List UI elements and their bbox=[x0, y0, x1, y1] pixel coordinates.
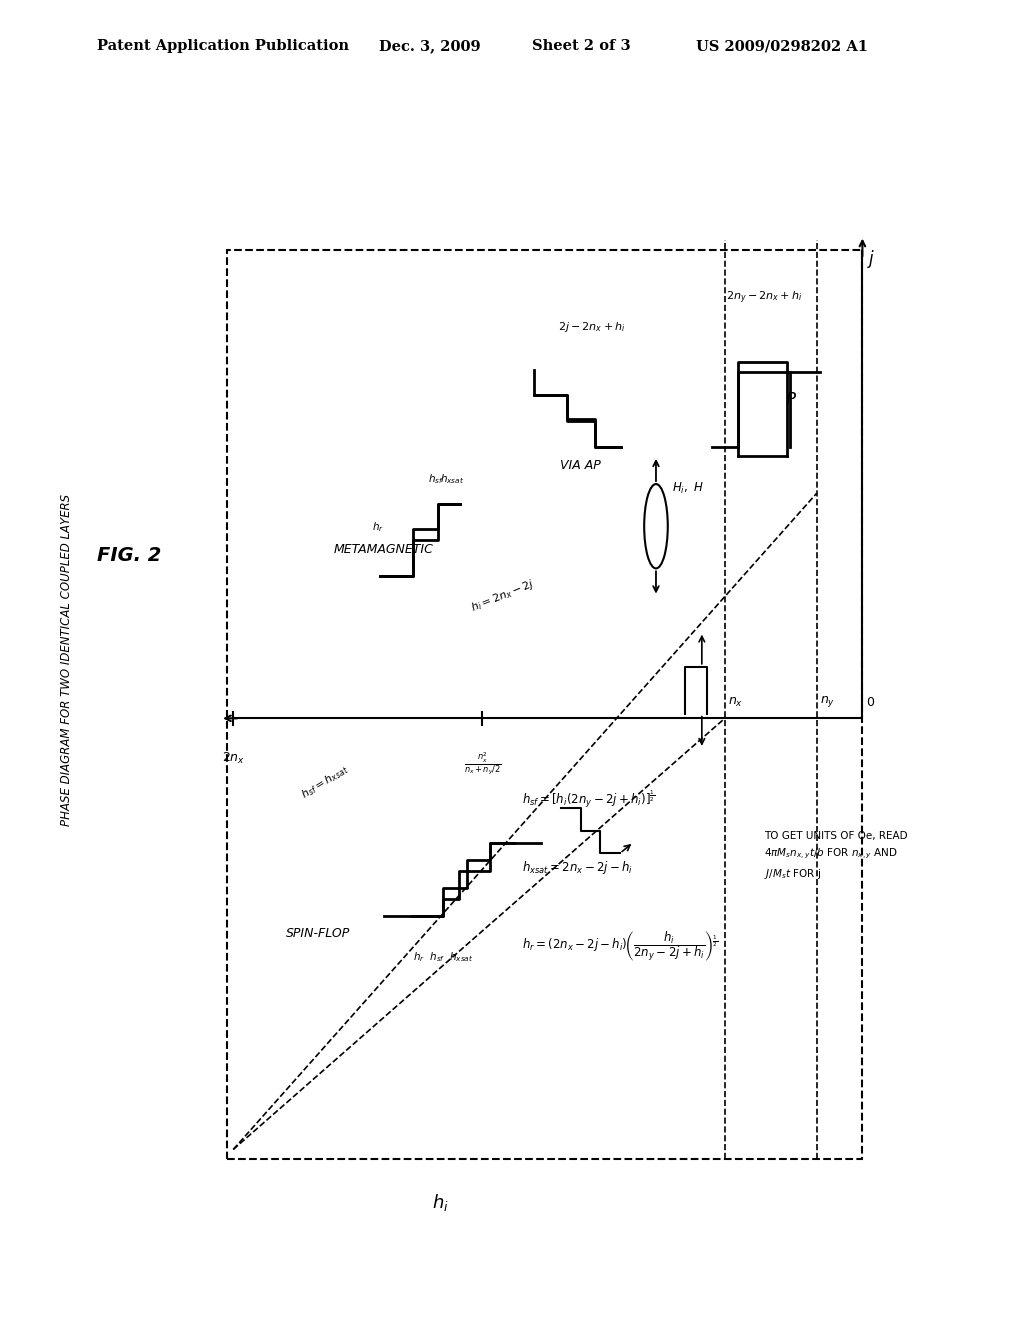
Text: $h_{sf}$: $h_{sf}$ bbox=[428, 471, 444, 486]
Text: SPIN-FLOP: SPIN-FLOP bbox=[287, 928, 350, 940]
Text: TO GET UNITS OF Oe, READ
$4\pi M_s n_{x,y} t/b$ FOR $n_{x,y}$ AND
$J/M_s t$ FOR : TO GET UNITS OF Oe, READ $4\pi M_s n_{x,… bbox=[764, 830, 907, 880]
Text: Dec. 3, 2009: Dec. 3, 2009 bbox=[379, 40, 480, 53]
Text: $n_x$: $n_x$ bbox=[728, 696, 743, 709]
Text: METAMAGNETIC: METAMAGNETIC bbox=[334, 543, 434, 556]
Text: VIA AP: VIA AP bbox=[560, 459, 601, 471]
Text: $\frac{n_x^2}{n_x+n_y/2}$: $\frac{n_x^2}{n_x+n_y/2}$ bbox=[464, 751, 501, 777]
Text: j: j bbox=[869, 249, 873, 268]
Text: $2j-2n_x+h_i$: $2j-2n_x+h_i$ bbox=[558, 319, 626, 334]
Text: P: P bbox=[785, 391, 796, 409]
Text: Sheet 2 of 3: Sheet 2 of 3 bbox=[532, 40, 631, 53]
Text: $h_{xsat}$: $h_{xsat}$ bbox=[440, 471, 465, 486]
Text: $h_r$  $h_{sf}$  $h_{xsat}$: $h_r$ $h_{sf}$ $h_{xsat}$ bbox=[413, 950, 473, 964]
Text: $h_i=2n_x-2j$: $h_i=2n_x-2j$ bbox=[469, 576, 538, 615]
Text: $2n_y-2n_x+h_i$: $2n_y-2n_x+h_i$ bbox=[726, 289, 803, 306]
Text: $h_r$: $h_r$ bbox=[372, 520, 384, 533]
Text: $h_{sf}=h_{xsat}$: $h_{sf}=h_{xsat}$ bbox=[299, 762, 351, 801]
Text: FIG. 2: FIG. 2 bbox=[97, 546, 162, 565]
Text: PHASE DIAGRAM FOR TWO IDENTICAL COUPLED LAYERS: PHASE DIAGRAM FOR TWO IDENTICAL COUPLED … bbox=[60, 494, 73, 826]
Text: $h_{sf}=[h_i(2n_y-2j+h_i)]^{\frac{1}{2}}$: $h_{sf}=[h_i(2n_y-2j+h_i)]^{\frac{1}{2}}… bbox=[521, 788, 655, 809]
Text: 0: 0 bbox=[865, 696, 873, 709]
Text: US 2009/0298202 A1: US 2009/0298202 A1 bbox=[696, 40, 868, 53]
Text: $h_r=(2n_x-2j-h_i)\!\left(\dfrac{h_i}{2n_y-2j+h_i}\right)^{\!\frac{1}{2}}$: $h_r=(2n_x-2j-h_i)\!\left(\dfrac{h_i}{2n… bbox=[521, 929, 718, 964]
Text: $h_{xsat}=2n_x-2j-h_i$: $h_{xsat}=2n_x-2j-h_i$ bbox=[521, 859, 633, 876]
Text: $h_i$: $h_i$ bbox=[432, 1192, 449, 1213]
Text: $H_i,\ H$: $H_i,\ H$ bbox=[673, 482, 705, 496]
Text: $n_y$: $n_y$ bbox=[820, 694, 835, 709]
Text: $2n_x$: $2n_x$ bbox=[222, 751, 245, 766]
Text: Patent Application Publication: Patent Application Publication bbox=[97, 40, 349, 53]
